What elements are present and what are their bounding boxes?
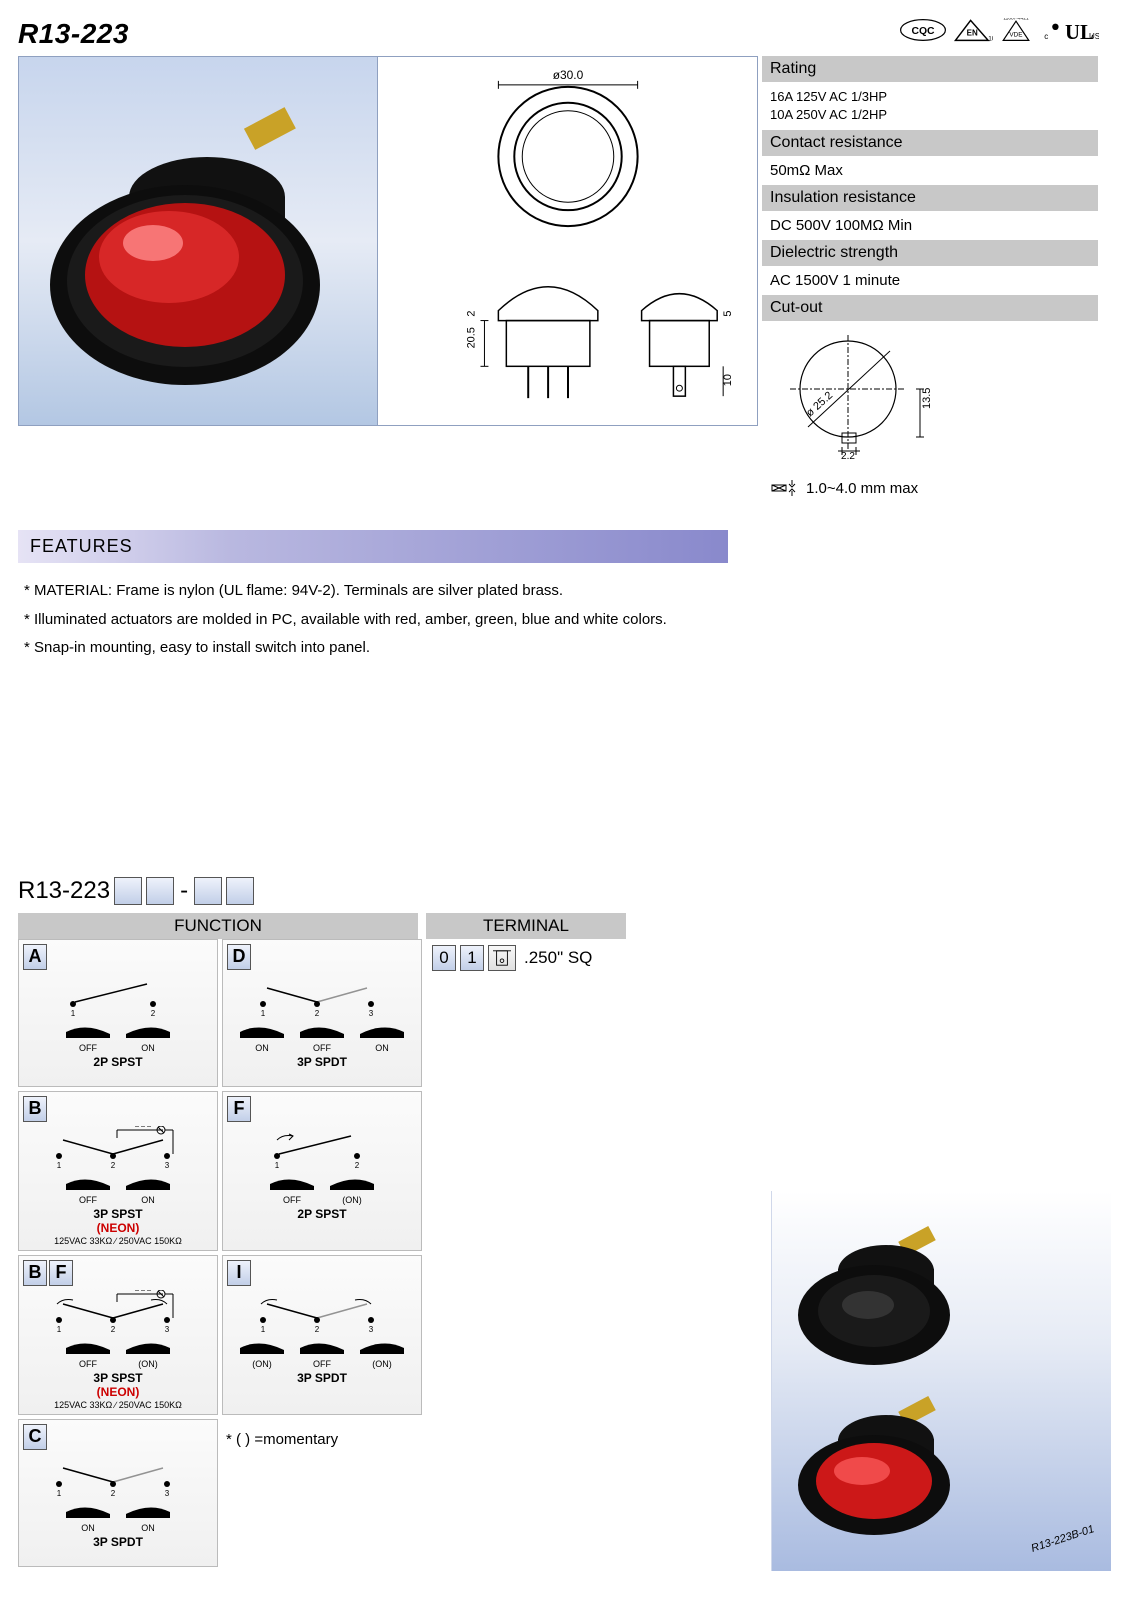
terminal-code: 1	[460, 945, 484, 971]
svg-text:1: 1	[261, 1009, 266, 1018]
svg-text:1: 1	[57, 1325, 62, 1334]
svg-text:3: 3	[369, 1009, 374, 1018]
product-label: R13-223B-01	[1029, 1523, 1095, 1555]
svg-text:2: 2	[111, 1161, 116, 1170]
spec-header-cutout: Cut-out	[762, 295, 1098, 321]
bottom-product-photos: R13-223B-01	[771, 1191, 1111, 1571]
svg-text:3: 3	[165, 1489, 170, 1498]
function-cell: D 1 2 3 ON OFF ON 3P SPDT	[222, 939, 422, 1087]
function-header: FUNCTION	[18, 913, 418, 939]
spec-value-rating: 16A 125V AC 1/3HP 10A 250V AC 1/2HP	[762, 82, 1098, 130]
svg-text:1: 1	[71, 1009, 76, 1018]
svg-text:3: 3	[369, 1325, 374, 1334]
function-code: B	[23, 1096, 47, 1122]
svg-text:2: 2	[111, 1489, 116, 1498]
cutout-thickness: 1.0~4.0 mm max	[762, 474, 1098, 502]
function-cell: C 1 2 3 ON ON 3P SPDT	[18, 1419, 218, 1567]
function-cell: B 1 2 3 OFF ON 3P SPST(NEON) 125VAC 33KΩ…	[18, 1091, 218, 1251]
function-cell: I 1 2 3 (ON) OFF (ON) 3P SPDT	[222, 1255, 422, 1415]
svg-text:3: 3	[165, 1325, 170, 1334]
dim-diameter: ø30.0	[552, 68, 583, 82]
cul-logo-icon: cULUS	[1039, 18, 1099, 42]
part-config-row: R13-223 -	[18, 877, 1111, 905]
svg-text:5: 5	[722, 310, 734, 316]
svg-text:VDE: VDE	[1009, 31, 1022, 38]
function-code: F	[227, 1096, 251, 1122]
function-code: C	[23, 1424, 47, 1450]
svg-text:2: 2	[315, 1325, 320, 1334]
terminal-label: .250" SQ	[524, 948, 592, 968]
cqc-logo-icon: CQC	[899, 18, 947, 42]
spec-header-dielectric: Dielectric strength	[762, 240, 1098, 266]
product-thumb	[782, 1211, 982, 1371]
momentary-note: * ( ) =momentary	[222, 1419, 422, 1571]
svg-text:3: 3	[165, 1161, 170, 1170]
function-code: B	[23, 1260, 47, 1286]
svg-text:2: 2	[355, 1161, 360, 1170]
vde-logo-icon: VDE 11007-4421	[999, 18, 1033, 42]
function-code: A	[23, 944, 47, 970]
svg-text:EN: EN	[967, 29, 978, 38]
svg-text:11007-4421: 11007-4421	[1003, 18, 1029, 22]
specs-panel: Rating 16A 125V AC 1/3HP 10A 250V AC 1/2…	[758, 56, 1098, 502]
product-thumb	[782, 1381, 982, 1541]
spec-header-contact: Contact resistance	[762, 130, 1098, 156]
svg-text:US: US	[1089, 32, 1099, 41]
terminal-row: 0 1 .250" SQ	[430, 943, 638, 973]
features-heading: FEATURES	[18, 530, 728, 563]
svg-text:c: c	[1044, 32, 1048, 41]
cutout-diagram: ø 25.2 2.2 13.5	[762, 321, 1098, 474]
function-cell: A 1 2 OFF ON 2P SPST	[18, 939, 218, 1087]
svg-text:2.2: 2.2	[841, 451, 855, 461]
config-slot	[226, 877, 254, 905]
function-code: I	[227, 1260, 251, 1286]
function-cell: BF 1 2 3 OFF (ON) 3P SPST(NEON) 125VAC 3…	[18, 1255, 218, 1415]
technical-drawings: ø30.0 20.5 2	[378, 56, 758, 426]
svg-text:1: 1	[57, 1161, 62, 1170]
svg-text:2: 2	[465, 310, 477, 316]
svg-text:2: 2	[111, 1325, 116, 1334]
svg-text:1: 1	[275, 1161, 280, 1170]
svg-text:ø 25.2: ø 25.2	[804, 390, 835, 420]
panel-thickness-icon	[770, 478, 800, 498]
svg-text:10: 10	[988, 35, 993, 42]
svg-text:20.5: 20.5	[465, 327, 477, 348]
spec-value-dielectric: AC 1500V 1 minute	[762, 266, 1098, 295]
svg-text:1: 1	[57, 1489, 62, 1498]
config-slot	[194, 877, 222, 905]
function-code: F	[49, 1260, 73, 1286]
spec-value-contact: 50mΩ Max	[762, 156, 1098, 185]
spec-header-insulation: Insulation resistance	[762, 185, 1098, 211]
spec-value-insulation: DC 500V 100MΩ Min	[762, 211, 1098, 240]
svg-text:2: 2	[315, 1009, 320, 1018]
svg-text:10: 10	[722, 374, 734, 386]
function-cell: F 1 2 OFF (ON) 2P SPST	[222, 1091, 422, 1251]
svg-text:CQC: CQC	[911, 26, 935, 37]
svg-text:2: 2	[151, 1009, 156, 1018]
terminal-type-icon	[488, 945, 516, 971]
config-slot	[114, 877, 142, 905]
function-grid: A 1 2 OFF ON 2P SPST D 1 2 3 ON OFF	[18, 939, 426, 1571]
enec-logo-icon: EN 10	[953, 18, 993, 42]
terminal-header: TERMINAL	[426, 913, 626, 939]
svg-text:13.5: 13.5	[921, 388, 933, 409]
terminal-code: 0	[432, 945, 456, 971]
spec-header-rating: Rating	[762, 56, 1098, 82]
hero-photo	[18, 56, 378, 426]
config-slot	[146, 877, 174, 905]
page-title: R13-223	[18, 18, 129, 50]
function-code: D	[227, 944, 251, 970]
features-list: * MATERIAL: Frame is nylon (UL flame: 94…	[18, 563, 738, 677]
svg-text:1: 1	[261, 1325, 266, 1334]
cert-logos: CQC EN 10 VDE 11007-4421 cULUS	[899, 18, 1099, 42]
